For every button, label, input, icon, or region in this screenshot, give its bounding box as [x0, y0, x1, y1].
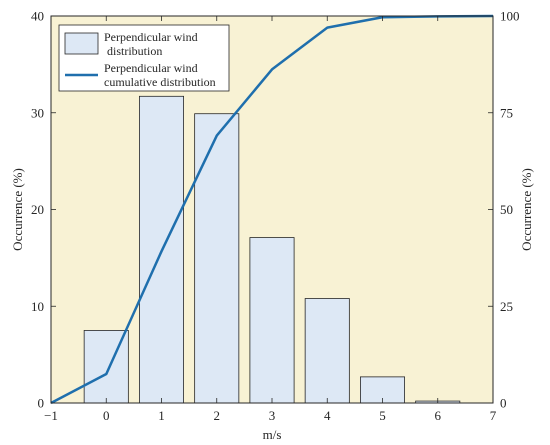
y2-tick-label-0: 0 [500, 396, 507, 411]
x-tick-label-3: 2 [214, 408, 221, 423]
bar-2 [194, 113, 240, 404]
x-axis-label: m/s [263, 427, 282, 442]
x-tick-label-8: 7 [490, 408, 497, 423]
y-tick-label-3: 30 [31, 105, 44, 120]
legend-label-line: Perpendicular wind cumulative distributi… [104, 61, 216, 89]
legend-label-bar-line-1: Perpendicular wind [104, 30, 198, 44]
y2-tick-label-3: 75 [500, 105, 513, 120]
y-tick-label-4: 40 [31, 9, 44, 24]
legend-label-bar: Perpendicular wind distribution [104, 30, 201, 58]
x-tick-label-5: 4 [324, 408, 331, 423]
y-tick-label-0: 0 [38, 396, 45, 411]
legend-label-line-line-2: cumulative distribution [104, 75, 216, 89]
y2-axis-label: Occurrence (%) [519, 168, 534, 251]
y2-tick-label-2: 50 [500, 202, 513, 217]
legend-label-bar-line-2: distribution [107, 44, 162, 58]
legend-label-line-line-1: Perpendicular wind [104, 61, 198, 75]
y2-tick-label-4: 100 [500, 9, 520, 24]
bar-4 [304, 298, 350, 404]
legend: Perpendicular wind distribution Perpendi… [58, 24, 230, 92]
x-tick-label-4: 3 [269, 408, 276, 423]
y-tick-label-1: 10 [31, 299, 44, 314]
x-tick-label-2: 1 [158, 408, 165, 423]
x-tick-label-0: −1 [44, 408, 58, 423]
y2-tick-label-1: 25 [500, 299, 513, 314]
x-tick-label-1: 0 [103, 408, 110, 423]
y-tick-label-2: 20 [31, 202, 44, 217]
bar-3 [249, 237, 295, 404]
legend-swatch-bar [64, 32, 99, 55]
x-tick-label-6: 5 [379, 408, 386, 423]
cumulative-line [50, 14, 494, 405]
y-axis-label: Occurrence (%) [10, 168, 25, 251]
x-tick-label-7: 6 [435, 408, 442, 423]
